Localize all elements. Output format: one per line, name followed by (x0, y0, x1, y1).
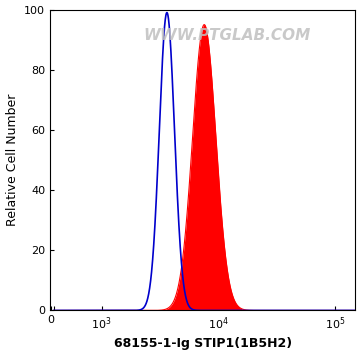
X-axis label: 68155-1-Ig STIP1(1B5H2): 68155-1-Ig STIP1(1B5H2) (114, 337, 292, 350)
Text: WWW.PTGLAB.COM: WWW.PTGLAB.COM (144, 28, 311, 43)
Y-axis label: Relative Cell Number: Relative Cell Number (5, 94, 18, 226)
